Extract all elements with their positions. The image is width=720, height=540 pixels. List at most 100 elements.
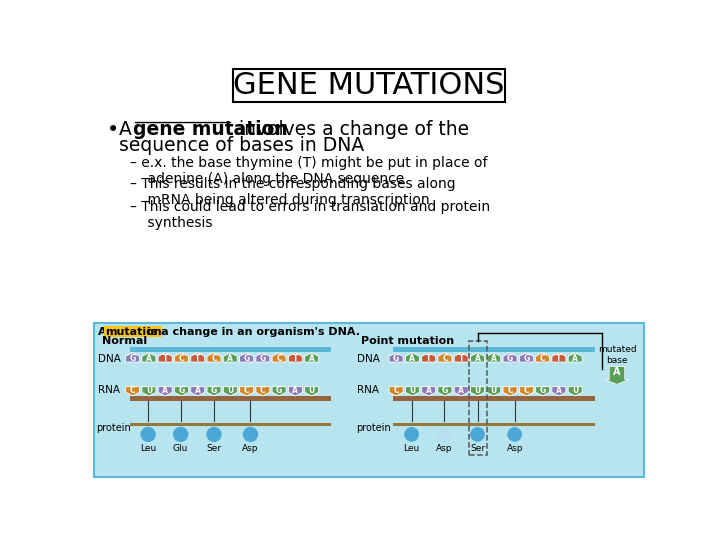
Text: G: G (179, 386, 184, 395)
Text: T: T (459, 354, 464, 362)
Text: U: U (490, 386, 497, 395)
Polygon shape (256, 353, 270, 362)
Text: C: C (393, 386, 399, 395)
Text: protein: protein (96, 423, 131, 433)
Polygon shape (240, 387, 253, 396)
Text: RNA: RNA (98, 384, 120, 395)
Text: G: G (276, 386, 282, 395)
Text: U: U (227, 386, 233, 395)
Polygon shape (174, 353, 189, 362)
Polygon shape (454, 387, 468, 396)
Polygon shape (240, 353, 253, 362)
Circle shape (437, 428, 451, 441)
Text: Point mutation: Point mutation (361, 336, 454, 346)
Polygon shape (422, 387, 436, 396)
Text: G: G (539, 386, 546, 395)
Text: G: G (393, 354, 400, 362)
Polygon shape (207, 353, 221, 362)
Text: G: G (260, 354, 266, 362)
Polygon shape (503, 387, 517, 396)
Text: U: U (474, 386, 481, 395)
Text: G: G (507, 354, 513, 362)
Circle shape (207, 428, 221, 441)
Polygon shape (191, 387, 204, 396)
Polygon shape (471, 353, 485, 362)
Text: Asp: Asp (242, 444, 258, 453)
Text: A: A (292, 386, 298, 395)
Text: C: C (244, 386, 249, 395)
Text: A: A (146, 354, 152, 362)
Bar (130, 347, 331, 352)
Polygon shape (568, 387, 582, 396)
Circle shape (141, 428, 155, 441)
Polygon shape (454, 353, 468, 362)
Text: RNA: RNA (357, 384, 379, 395)
Bar (393, 423, 595, 426)
FancyBboxPatch shape (94, 323, 644, 477)
Polygon shape (272, 387, 286, 396)
Text: Ser: Ser (207, 444, 222, 453)
Polygon shape (552, 353, 566, 362)
Text: sequence of bases in DNA: sequence of bases in DNA (120, 137, 365, 156)
Polygon shape (305, 353, 319, 362)
Text: is a change in an organism's DNA.: is a change in an organism's DNA. (143, 327, 361, 336)
Text: – This results in the corresponding bases along
    mRNA being altered during tr: – This results in the corresponding base… (130, 177, 456, 207)
Polygon shape (536, 353, 549, 362)
Text: T: T (163, 354, 168, 362)
Text: U: U (572, 386, 578, 395)
Polygon shape (389, 353, 403, 362)
Text: Normal: Normal (102, 336, 147, 346)
Polygon shape (519, 353, 534, 362)
Polygon shape (126, 387, 140, 396)
Circle shape (405, 428, 418, 441)
Text: Ser: Ser (470, 444, 485, 453)
Text: A: A (459, 386, 464, 395)
Polygon shape (142, 353, 156, 362)
Bar (393, 347, 595, 352)
Text: A: A (162, 386, 168, 395)
Polygon shape (256, 387, 270, 396)
Polygon shape (405, 387, 419, 396)
Text: – e.x. the base thymine (T) might be put in place of
    adenine (A) along the D: – e.x. the base thymine (T) might be put… (130, 156, 488, 186)
Text: C: C (442, 354, 448, 362)
Text: U: U (309, 386, 315, 395)
Text: C: C (523, 386, 529, 395)
Polygon shape (158, 353, 172, 362)
Bar (469, 341, 487, 455)
Bar (130, 423, 331, 426)
Text: DNA: DNA (357, 354, 380, 364)
Polygon shape (503, 353, 517, 362)
Polygon shape (519, 387, 534, 396)
Text: C: C (540, 354, 546, 362)
Text: C: C (179, 354, 184, 362)
Text: Glu: Glu (173, 444, 189, 453)
Polygon shape (174, 387, 189, 396)
Text: A: A (491, 354, 497, 362)
Text: C: C (276, 354, 282, 362)
Circle shape (508, 428, 522, 441)
Text: A: A (120, 120, 138, 139)
Text: A: A (309, 354, 315, 362)
Text: A: A (613, 367, 621, 377)
Polygon shape (422, 353, 436, 362)
Bar (130, 396, 331, 401)
Text: protein: protein (356, 423, 390, 433)
Polygon shape (438, 387, 452, 396)
Text: G: G (211, 386, 217, 395)
Circle shape (243, 428, 258, 441)
Text: A: A (426, 386, 431, 395)
Text: C: C (260, 386, 266, 395)
Text: G: G (442, 386, 448, 395)
Text: gene mutation: gene mutation (132, 120, 287, 139)
Text: U: U (145, 386, 152, 395)
Polygon shape (207, 387, 221, 396)
Polygon shape (552, 387, 566, 396)
Text: C: C (507, 386, 513, 395)
Polygon shape (536, 387, 549, 396)
Text: A: A (474, 354, 480, 362)
Text: C: C (211, 354, 217, 362)
Text: A: A (572, 354, 578, 362)
Text: GENE MUTATIONS: GENE MUTATIONS (233, 71, 505, 100)
Polygon shape (223, 387, 238, 396)
Text: G: G (243, 354, 250, 362)
